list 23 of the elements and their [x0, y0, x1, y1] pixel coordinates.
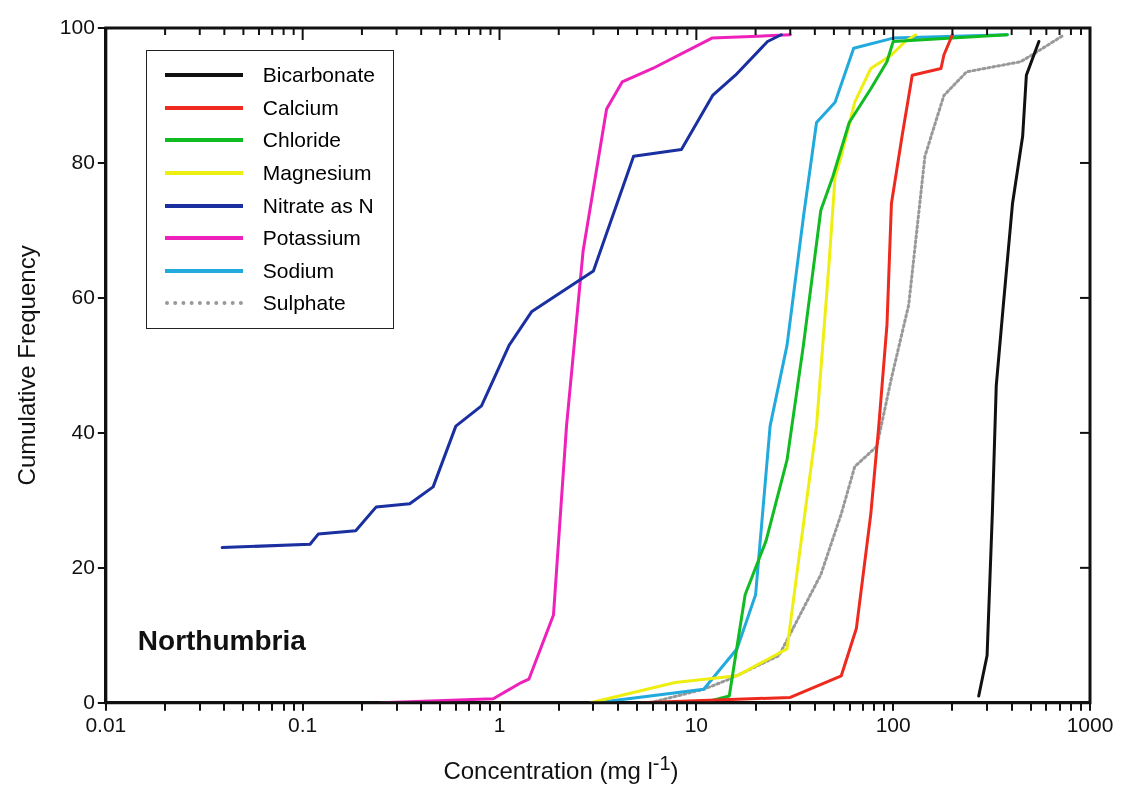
- y-tick-label: 0: [83, 689, 95, 713]
- y-tick-label: 100: [59, 14, 95, 38]
- y-tick-label: 60: [71, 284, 95, 308]
- legend-label: Calcium: [262, 95, 339, 120]
- x-axis-title: Concentration (mg l$^{-1}$): [442, 752, 680, 785]
- x-tick-label: 1: [493, 713, 506, 737]
- y-tick-label: 80: [71, 149, 95, 173]
- legend-label: Nitrate as N: [262, 193, 374, 218]
- x-tick-label: 1000: [1066, 713, 1114, 737]
- x-tick-label: 10: [684, 713, 709, 737]
- legend-label: Chloride: [262, 128, 342, 153]
- legend-label: Bicarbonate: [262, 63, 375, 88]
- y-tick-label: 20: [71, 554, 95, 578]
- legend-label: Sulphate: [262, 291, 346, 316]
- x-tick-label: 0.01: [85, 713, 127, 737]
- x-tick-label: 100: [875, 713, 911, 737]
- annotation: Northumbria: [137, 624, 306, 657]
- legend-label: Magnesium: [262, 161, 372, 186]
- y-tick-label: 40: [71, 419, 95, 443]
- legend-label: Potassium: [262, 226, 361, 251]
- y-axis-title: Cumulative Frequency: [13, 245, 41, 486]
- legend-label: Sodium: [262, 258, 335, 283]
- x-tick-label: 0.1: [288, 713, 318, 737]
